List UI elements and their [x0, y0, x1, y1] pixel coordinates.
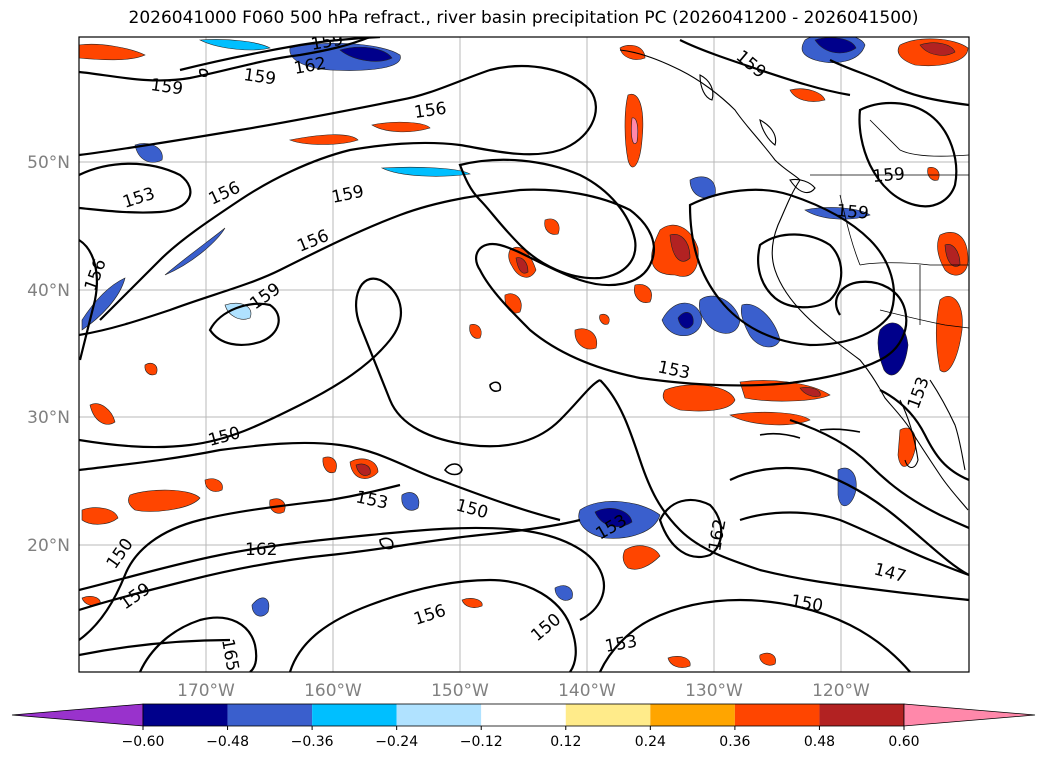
map-background	[79, 37, 969, 672]
map-title: 2026041000 F060 500 hPa refract., river …	[128, 8, 919, 28]
colorbar-bin	[481, 704, 566, 726]
colorbar-tick-label: −0.24	[375, 734, 418, 750]
lat-label: 30°N	[27, 408, 70, 428]
contour-blips	[199, 68, 861, 550]
colorbar-bin	[734, 704, 820, 726]
lon-label: 120°W	[812, 681, 870, 701]
contour-label: 159	[149, 75, 184, 99]
lat-label: 40°N	[27, 281, 70, 301]
lat-label: 20°N	[27, 536, 70, 556]
lon-label: 130°W	[685, 681, 743, 701]
colorbar-under-arrow	[11, 703, 144, 727]
colorbar-bin	[650, 704, 735, 726]
colorbar-tick-label: −0.36	[291, 734, 334, 750]
colorbar-tick-label: −0.48	[206, 734, 249, 750]
colorbar-bin	[819, 704, 904, 726]
contour-label: 159	[836, 201, 870, 224]
coastlines	[619, 49, 969, 511]
colorbar-tick-label: 0.36	[719, 734, 750, 750]
refractivity-contours	[79, 37, 969, 672]
colorbar-tick-label: 0.12	[550, 734, 581, 750]
map-border	[78, 36, 970, 673]
lon-label: 170°W	[177, 681, 235, 701]
contour-label: 159	[242, 65, 277, 89]
colorbar: −0.60 −0.48 −0.36 −0.24 −0.12 0.12 0.24 0.36 0.4…	[11, 703, 1036, 750]
colorbar-bin	[312, 704, 397, 726]
contour-label: 159	[872, 164, 906, 187]
colorbar-over-arrow	[903, 703, 1036, 727]
lon-label: 140°W	[558, 681, 616, 701]
contour-label: 156	[413, 99, 448, 123]
colorbar-tick-label: 0.24	[635, 734, 666, 750]
lon-label: 150°W	[431, 681, 489, 701]
colorbar-tick-label: 0.48	[804, 734, 835, 750]
colorbar-tick-label: 0.60	[888, 734, 919, 750]
lon-label: 160°W	[304, 681, 362, 701]
colorbar-bin	[143, 704, 228, 726]
colorbar-bin	[396, 704, 482, 726]
latitude-labels: 50°N 40°N 30°N 20°N	[27, 153, 70, 556]
contour-label: 162	[245, 540, 277, 560]
colorbar-tick-label: −0.60	[122, 734, 165, 750]
contour-label: 159	[309, 30, 344, 55]
country-borders	[810, 119, 969, 329]
colorbar-ticks: −0.60 −0.48 −0.36 −0.24 −0.12 0.12 0.24 0.36 0.4…	[122, 726, 920, 750]
colorbar-bins	[142, 703, 905, 727]
longitude-labels: 170°W 160°W 150°W 140°W 130°W 120°W	[177, 681, 870, 701]
colorbar-bin	[227, 704, 313, 726]
colorbar-bin	[565, 704, 651, 726]
gridlines	[79, 37, 969, 672]
precip-shading	[79, 37, 969, 668]
lat-label: 50°N	[27, 153, 70, 173]
colorbar-tick-label: −0.12	[460, 734, 503, 750]
